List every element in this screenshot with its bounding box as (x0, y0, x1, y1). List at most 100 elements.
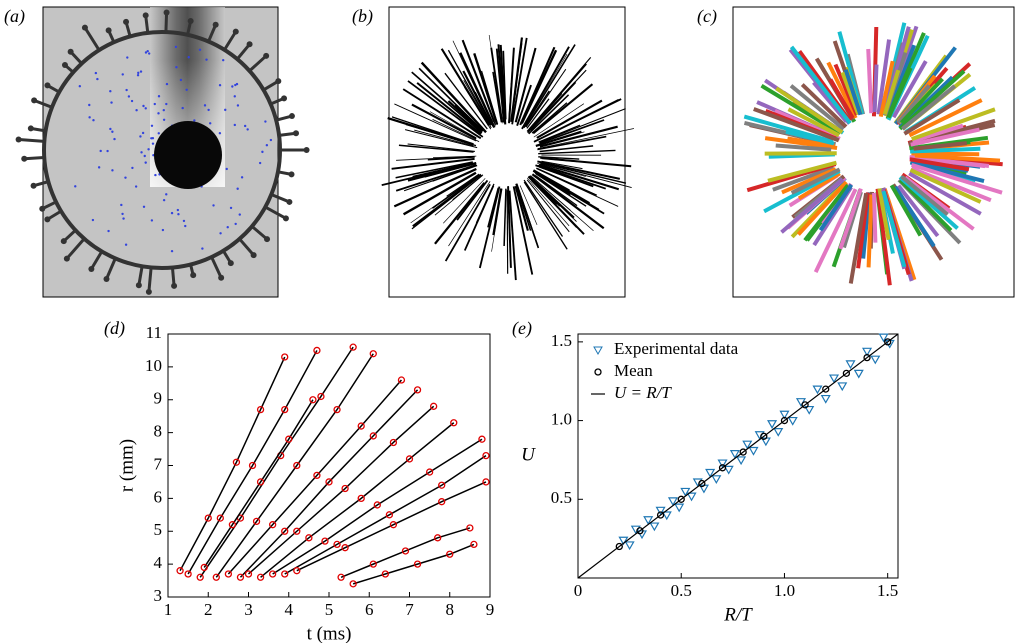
trajectory-ray (516, 184, 539, 247)
trajectory-ray (838, 187, 863, 250)
panel-label: (e) (512, 318, 532, 339)
droplet (212, 21, 219, 28)
droplet (105, 27, 112, 34)
legend-label: Mean (614, 361, 653, 380)
trajectory-ray (775, 143, 832, 152)
trajectory-ray (536, 167, 598, 197)
trajectory-ray (431, 174, 480, 209)
data-point (845, 360, 856, 370)
trajectory-ray (402, 88, 482, 140)
trajectory-ray (414, 129, 474, 147)
tracer (222, 58, 225, 62)
tracer (162, 118, 166, 121)
point (268, 570, 277, 578)
trajectory-ray (516, 84, 532, 126)
x-tick-label: 1 (164, 600, 173, 619)
trajectory-ray (481, 70, 498, 123)
droplet (39, 205, 46, 212)
y-tick-label: 8 (154, 422, 163, 441)
trajectory-ray (416, 82, 482, 135)
trajectory-ray (407, 143, 475, 152)
point (450, 419, 458, 427)
panel-label: (a) (4, 6, 25, 27)
tracer (225, 167, 228, 171)
point (313, 471, 321, 480)
trajectory-ray (394, 103, 477, 142)
droplet (190, 272, 197, 279)
trajectory-ray (526, 177, 570, 227)
droplet (282, 215, 289, 222)
y-tick-label: 3 (154, 586, 163, 605)
trajectory-ray (910, 107, 996, 142)
finger (70, 52, 83, 65)
point (309, 396, 317, 404)
trajectory-ray (866, 48, 874, 114)
tracer (198, 48, 202, 51)
panel-label: (b) (352, 6, 373, 27)
trajectory-ray (412, 173, 482, 228)
trajectory-ray (538, 149, 616, 155)
tracer (212, 204, 215, 207)
finger (277, 170, 290, 176)
data-point (711, 475, 722, 485)
trajectory-ray (914, 153, 1001, 163)
trajectory-ray (526, 179, 570, 233)
point (281, 527, 289, 535)
point (357, 422, 365, 430)
droplet (142, 12, 149, 19)
trajectory-ray (519, 185, 538, 225)
tracer (233, 95, 236, 98)
x-axis-label: R/T (723, 604, 753, 625)
droplet (293, 130, 300, 137)
trajectory-ray (540, 157, 577, 163)
trajectory-ray (490, 47, 504, 123)
finger (210, 256, 222, 277)
tracer (150, 124, 154, 128)
point (389, 438, 398, 447)
trajectory-ray (909, 155, 990, 169)
point (397, 376, 406, 384)
tracer (207, 108, 210, 112)
trajectory-ray (452, 40, 494, 125)
trajectory-ray (813, 188, 858, 273)
point (256, 573, 265, 581)
trajectory-ray (519, 46, 556, 126)
droplet (61, 62, 68, 69)
tracer (124, 243, 128, 246)
point (333, 405, 341, 414)
trajectory-ray (533, 103, 585, 138)
trajectory-ray (403, 165, 475, 192)
legend-label: Experimental data (614, 339, 739, 358)
tracer (147, 52, 151, 55)
trajectory-ray (395, 161, 474, 179)
data-point (729, 450, 740, 459)
trajectory-ray (538, 163, 620, 191)
trajectory-ray (866, 194, 874, 268)
finger (105, 257, 117, 278)
point (482, 478, 490, 486)
finger (35, 99, 53, 109)
tracer (125, 88, 128, 92)
trajectory-ray (404, 129, 478, 149)
trajectory-ray (840, 71, 861, 115)
trajectory-ray (893, 185, 936, 248)
trajectory-ray (446, 173, 480, 197)
tracer (109, 127, 112, 131)
tracer (111, 130, 114, 133)
trajectory-ray (510, 37, 524, 123)
point (349, 580, 357, 588)
tracer (240, 176, 244, 179)
tracer (139, 70, 143, 73)
trajectory-ray (803, 183, 850, 242)
trajectory-ray (448, 181, 491, 247)
trajectory-ray (514, 185, 529, 231)
point (232, 458, 241, 466)
trajectory-ray (508, 83, 513, 122)
finger (67, 237, 86, 259)
data-point (655, 506, 666, 516)
trajectory-ray (462, 70, 493, 126)
point (325, 478, 333, 486)
point (236, 573, 245, 581)
trajectory-ray (538, 156, 580, 160)
trajectory-ray (402, 171, 477, 216)
